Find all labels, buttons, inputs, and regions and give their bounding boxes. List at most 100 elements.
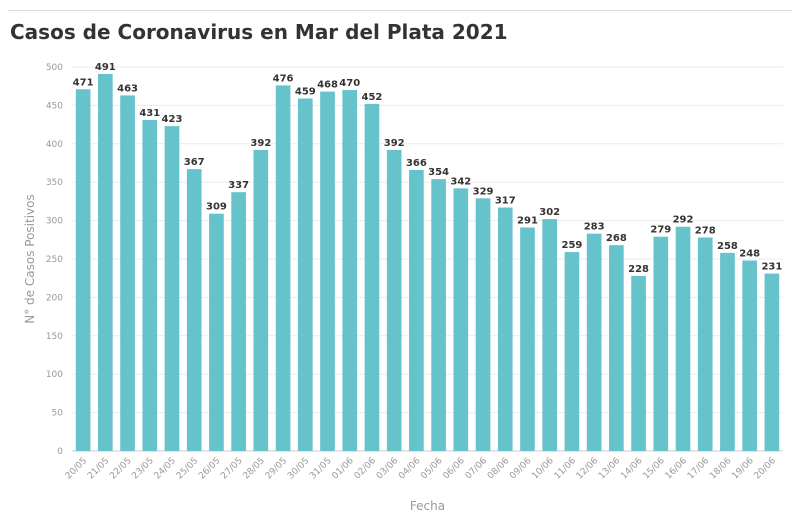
x-tick-label: 31/05 — [308, 456, 333, 481]
bar-value-label: 459 — [295, 86, 316, 97]
bar — [209, 213, 224, 451]
bar-value-label: 463 — [117, 83, 138, 94]
x-tick-label: 08/06 — [486, 456, 512, 482]
bar — [364, 103, 380, 451]
top-divider — [8, 10, 792, 11]
x-tick-label: 05/06 — [419, 456, 445, 482]
x-axis-title: Fecha — [410, 499, 445, 513]
bar-value-label: 468 — [317, 80, 338, 91]
bar — [297, 98, 313, 451]
bar — [275, 85, 291, 451]
bar-value-label: 354 — [428, 167, 449, 178]
bar — [186, 169, 202, 452]
bar-value-label: 279 — [650, 225, 671, 236]
bar — [564, 252, 580, 451]
x-tick-label: 14/06 — [619, 456, 645, 482]
x-tick-label: 22/05 — [108, 456, 133, 481]
x-tick-label: 24/05 — [153, 456, 178, 481]
chart-title: Casos de Coronavirus en Mar del Plata 20… — [10, 20, 508, 44]
bar — [453, 188, 469, 451]
bar — [742, 260, 758, 451]
x-tick-label: 21/05 — [86, 456, 111, 481]
bar-value-label: 471 — [73, 77, 94, 88]
bar — [542, 219, 558, 451]
x-tick-label: 02/06 — [353, 456, 379, 482]
x-tick-label: 28/05 — [242, 456, 267, 481]
bar-value-label: 392 — [384, 138, 405, 149]
bar-value-label: 268 — [606, 233, 627, 244]
x-tick-label: 10/06 — [530, 456, 556, 482]
bar-value-label: 392 — [250, 138, 271, 149]
y-tick-label: 250 — [46, 255, 63, 265]
x-tick-label: 01/06 — [330, 456, 356, 482]
y-tick-label: 500 — [46, 63, 63, 73]
bar-value-label: 366 — [406, 158, 427, 169]
bar-value-label: 342 — [450, 176, 471, 187]
x-tick-label: 17/06 — [686, 456, 712, 482]
bar — [120, 95, 135, 451]
x-tick-label: 07/06 — [464, 456, 490, 482]
x-tick-label: 09/06 — [508, 456, 534, 482]
y-tick-label: 50 — [52, 409, 64, 419]
y-tick-label: 450 — [46, 101, 63, 111]
y-tick-label: 350 — [46, 178, 63, 188]
bar — [342, 90, 358, 451]
y-tick-label: 400 — [46, 140, 63, 150]
y-tick-label: 0 — [57, 447, 63, 457]
bar-value-label: 317 — [495, 196, 516, 207]
bar — [431, 179, 446, 452]
bar-value-label: 283 — [584, 222, 605, 233]
y-tick-label: 200 — [46, 293, 63, 303]
bar — [320, 91, 335, 452]
bar-value-label: 367 — [184, 157, 205, 168]
bar — [675, 226, 691, 451]
bar — [653, 236, 669, 451]
bar-value-label: 292 — [673, 215, 694, 226]
bar — [697, 237, 713, 451]
x-tick-label: 15/06 — [642, 456, 668, 482]
bar-value-label: 476 — [273, 73, 294, 84]
bar — [609, 245, 624, 451]
bar-value-label: 302 — [539, 207, 560, 218]
x-tick-label: 29/05 — [264, 456, 289, 481]
bar-value-label: 423 — [162, 114, 183, 125]
x-tick-label: 16/06 — [664, 456, 690, 482]
bar — [164, 126, 180, 452]
bar — [497, 207, 513, 451]
y-tick-label: 300 — [46, 217, 63, 227]
bar — [520, 227, 535, 451]
bar-value-label: 491 — [95, 62, 116, 73]
bar-value-label: 309 — [206, 202, 227, 213]
x-tick-label: 20/05 — [64, 456, 89, 481]
bar-value-label: 431 — [139, 108, 160, 119]
y-axis-title: N° de Casos Positivos — [23, 194, 37, 323]
x-tick-label: 12/06 — [575, 456, 601, 482]
bar — [75, 89, 91, 451]
x-tick-label: 04/06 — [397, 456, 423, 482]
bar — [142, 119, 158, 451]
x-tick-label: 18/06 — [708, 456, 734, 482]
bar-value-label: 452 — [362, 92, 383, 103]
y-tick-label: 150 — [46, 332, 63, 342]
bar-value-label: 337 — [228, 180, 249, 191]
bar-value-label: 231 — [761, 262, 782, 273]
x-tick-label: 03/06 — [375, 456, 401, 482]
x-tick-label: 25/05 — [175, 456, 200, 481]
x-tick-label: 26/05 — [197, 456, 222, 481]
bar-value-label: 470 — [339, 78, 360, 89]
x-tick-label: 06/06 — [442, 456, 468, 482]
x-tick-label: 23/05 — [130, 456, 155, 481]
bar-value-label: 228 — [628, 264, 649, 275]
bar-value-label: 259 — [561, 240, 582, 251]
y-tick-label: 100 — [46, 370, 63, 380]
x-tick-label: 19/06 — [730, 456, 756, 482]
bar — [764, 273, 780, 451]
bar — [231, 192, 246, 451]
x-tick-label: 30/05 — [286, 456, 311, 481]
bar — [475, 198, 491, 451]
bar — [409, 169, 424, 452]
bar-value-label: 248 — [739, 249, 760, 260]
x-tick-label: 13/06 — [597, 456, 623, 482]
bar-value-label: 291 — [517, 216, 538, 227]
